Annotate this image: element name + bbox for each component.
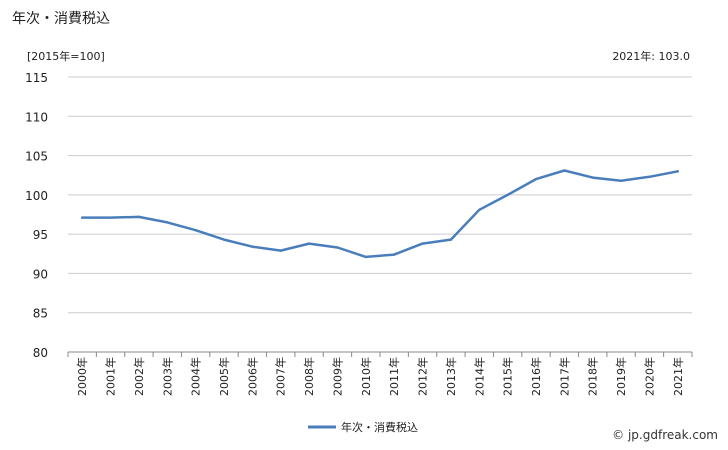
- data-point: [194, 229, 197, 232]
- legend-label: 年次・消費税込: [341, 420, 418, 434]
- x-tick-label: 2008年: [302, 357, 316, 396]
- x-tick-label: 2010年: [359, 357, 373, 396]
- data-point: [336, 246, 339, 249]
- x-tick-label: 2005年: [217, 357, 231, 396]
- x-tick-label: 2002年: [132, 357, 146, 396]
- data-point: [449, 238, 453, 241]
- data-point: [80, 216, 84, 219]
- series-layer: [80, 169, 680, 259]
- x-tick-label: 2020年: [642, 357, 656, 396]
- data-point: [222, 238, 226, 241]
- y-tick-label: 100: [25, 189, 48, 203]
- x-tick-label: 2003年: [160, 357, 174, 396]
- x-tick-label: 2019年: [614, 357, 628, 396]
- latest-value-label: 2021年: 103.0: [612, 50, 690, 63]
- data-point: [137, 215, 141, 219]
- x-tick-label: 2004年: [189, 357, 203, 396]
- y-tick-label: 80: [33, 346, 48, 360]
- data-point: [563, 169, 566, 172]
- data-point: [648, 175, 651, 178]
- data-point: [392, 253, 396, 256]
- data-point: [676, 170, 680, 173]
- data-point: [478, 208, 481, 211]
- y-tick-label: 105: [25, 150, 48, 164]
- data-point: [591, 176, 594, 179]
- data-point: [364, 255, 368, 259]
- x-tick-label: 2018年: [586, 357, 600, 396]
- source-credit: © jp.gdfreak.com: [612, 428, 718, 442]
- x-tick-label: 2017年: [557, 357, 571, 396]
- x-axis-ticks: 2000年 2001年 2002年 2003年 2004年 2005年 2006年 2007年…: [75, 357, 685, 396]
- x-tick-label: 2011年: [387, 357, 401, 396]
- data-point: [166, 221, 169, 224]
- x-tick-label: 2001年: [104, 357, 118, 396]
- x-tick-label: 2012年: [416, 357, 430, 396]
- y-tick-label: 90: [33, 267, 48, 281]
- x-tick-label: 2015年: [501, 357, 515, 396]
- x-tick-label: 2009年: [330, 357, 344, 396]
- y-axis-ticks: 115 110 105 100 95 90 85 80: [25, 71, 48, 360]
- y-tick-label: 85: [33, 307, 48, 321]
- x-tick-label: 2021年: [671, 357, 685, 396]
- legend: 年次・消費税込: [308, 420, 418, 434]
- data-point: [251, 245, 254, 248]
- y-tick-label: 95: [33, 228, 48, 242]
- x-tick-label: 2013年: [444, 357, 458, 396]
- x-tick-label: 2000年: [75, 357, 89, 396]
- chart-title: 年次・消費税込: [12, 11, 110, 27]
- data-point: [307, 242, 311, 245]
- grid-lines: [68, 76, 692, 353]
- data-point: [109, 216, 112, 219]
- x-tick-label: 2016年: [529, 357, 543, 396]
- data-point: [421, 242, 424, 245]
- x-tick-label: 2006年: [245, 357, 259, 396]
- data-point: [279, 249, 282, 252]
- y-tick-label: 110: [25, 110, 48, 124]
- data-point: [619, 179, 623, 182]
- x-axis: [67, 351, 693, 357]
- series-line: [80, 169, 680, 259]
- data-point: [534, 177, 538, 181]
- x-tick-label: 2007年: [274, 357, 288, 396]
- y-axis-unit-label: [2015年=100]: [27, 50, 105, 63]
- data-point: [506, 193, 509, 197]
- x-tick-label: 2014年: [472, 357, 486, 396]
- y-tick-label: 115: [25, 71, 48, 85]
